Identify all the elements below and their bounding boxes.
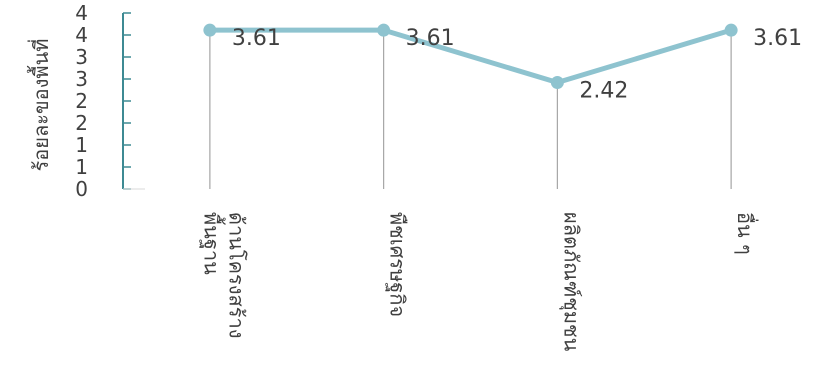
y-tick-label: 3 — [75, 67, 88, 91]
drop-lines — [209, 30, 732, 189]
y-tick-label: 2 — [75, 89, 88, 113]
data-label: 2.42 — [579, 79, 628, 104]
y-tick-label: 3 — [75, 45, 88, 69]
series-line — [207, 27, 734, 86]
y-tick-label: 1 — [75, 155, 88, 179]
data-label: 3.61 — [232, 26, 281, 51]
y-axis-label: ร้อยละของพื้นที่ — [27, 39, 53, 172]
y-tick-label: 4 — [75, 1, 88, 25]
category-label: ด้านโครงสร้าง — [224, 212, 248, 338]
category-label: พืชเศรษฐกิจ — [386, 212, 410, 317]
y-tick-label: 2 — [75, 111, 88, 135]
category-labels: ด้านโครงสร้างพื้นฐาน พืชเศรษฐกิจ ผลิตภัณฑ์… — [199, 212, 759, 352]
data-point — [377, 23, 391, 37]
data-point — [203, 23, 217, 37]
y-tick-label: 1 — [75, 133, 88, 157]
series-line-layer — [207, 27, 734, 86]
data-label: 3.61 — [753, 26, 802, 51]
data-points — [203, 23, 738, 90]
category-label: พื้นฐาน — [199, 212, 225, 275]
data-point — [550, 76, 564, 90]
data-point — [724, 23, 738, 37]
category-label: อื่น ๆ — [733, 212, 759, 255]
category-label: ผลิตภัณฑ์ชุมชน — [558, 212, 583, 352]
data-label: 3.61 — [406, 26, 455, 51]
y-tick-label: 0 — [75, 177, 88, 201]
data-labels: 3.61 3.61 2.42 3.61 — [232, 26, 802, 103]
y-tick-label: 4 — [75, 23, 88, 47]
